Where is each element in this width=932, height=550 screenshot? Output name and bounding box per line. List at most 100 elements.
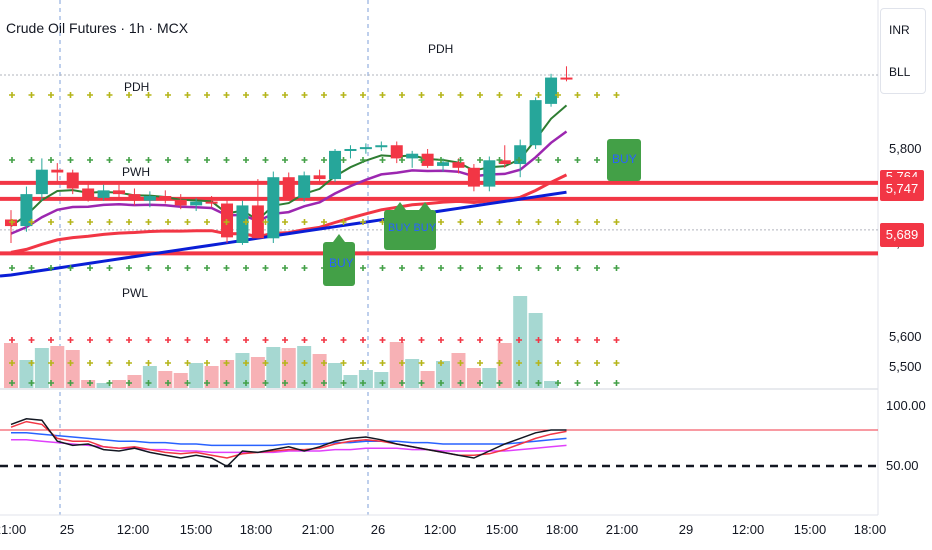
cross-6-6 <box>126 380 132 386</box>
cross-0-2 <box>48 92 54 98</box>
cross-0-24 <box>477 92 483 98</box>
price-tag-level-1: 5,747 <box>880 177 924 201</box>
cross-0-25 <box>496 92 503 98</box>
cross-5-21 <box>418 360 425 366</box>
candle-8 <box>128 188 141 206</box>
volume-bar-31 <box>482 368 497 388</box>
candle-body-26 <box>406 153 419 159</box>
cross-5-26 <box>516 360 522 366</box>
cross-2-13 <box>262 219 269 225</box>
cross-5-5 <box>106 360 113 366</box>
cross-2-26 <box>516 219 522 225</box>
cross-4-25 <box>496 337 503 343</box>
cross-3-12 <box>243 265 249 271</box>
candle-23 <box>359 143 372 154</box>
candle-body-4 <box>66 172 79 189</box>
signal-buy-1-arrow <box>333 234 345 242</box>
volume-bar-34 <box>528 313 543 388</box>
cross-3-24 <box>477 265 483 271</box>
cross-5-9 <box>184 360 191 366</box>
candle-body-17 <box>267 177 280 239</box>
time-tick-5: 21:00 <box>302 522 335 537</box>
cross-6-11 <box>223 380 230 386</box>
cross-0-12 <box>243 92 249 98</box>
volume-bar-27 <box>420 371 435 388</box>
cross-6-23 <box>457 380 464 386</box>
cross-1-14 <box>282 157 288 163</box>
cross-2-8 <box>165 219 171 225</box>
cross-0-31 <box>613 92 620 98</box>
candle-body-9 <box>143 196 156 201</box>
volume-bar-9 <box>142 366 157 388</box>
unit-button[interactable]: BLL <box>889 65 911 79</box>
volume-bar-28 <box>436 361 451 388</box>
chart-title: Crude Oil Futures · 1h · MCX <box>6 20 189 36</box>
cross-4-11 <box>223 337 230 343</box>
candle-body-10 <box>159 196 172 200</box>
cross-5-29 <box>574 360 581 366</box>
currency-button[interactable]: INR <box>889 23 910 37</box>
cross-5-1 <box>28 360 35 366</box>
cross-2-10 <box>204 219 210 225</box>
cross-6-9 <box>184 380 191 386</box>
volume-bar-4 <box>65 350 80 388</box>
cross-0-11 <box>223 92 230 98</box>
cross-0-18 <box>360 92 366 98</box>
candle-18 <box>282 172 295 201</box>
cross-6-31 <box>613 380 620 386</box>
axes: 5,8005,7005,6005,500100.0050.0021:002512… <box>0 141 926 537</box>
oscillator-pane <box>0 418 878 468</box>
candle-4 <box>66 169 79 195</box>
cross-4-3 <box>67 337 74 343</box>
cross-3-21 <box>418 265 425 271</box>
candles <box>5 66 573 245</box>
candle-25 <box>390 141 403 164</box>
cross-2-14 <box>282 219 288 225</box>
candle-30 <box>467 164 480 192</box>
cross-0-23 <box>457 92 464 98</box>
cross-3-26 <box>516 265 522 271</box>
candle-34 <box>529 97 542 149</box>
cross-2-28 <box>555 219 561 225</box>
cross-2-1 <box>28 219 35 225</box>
cross-2-22 <box>438 219 444 225</box>
price-tag-level-2: 5,689 <box>880 223 924 247</box>
cross-3-5 <box>106 265 113 271</box>
cross-3-9 <box>184 265 191 271</box>
cross-3-1 <box>28 265 35 271</box>
time-tick-10: 21:00 <box>606 522 639 537</box>
cross-1-17 <box>340 157 347 163</box>
cross-4-17 <box>340 337 347 343</box>
cross-4-13 <box>262 337 269 343</box>
candle-body-35 <box>545 77 558 104</box>
cross-2-6 <box>126 219 132 225</box>
candle-13 <box>205 196 218 208</box>
cross-4-4 <box>87 337 93 343</box>
cross-1-22 <box>438 157 444 163</box>
candle-body-19 <box>298 175 311 198</box>
candle-body-20 <box>313 175 326 180</box>
cross-6-4 <box>87 380 93 386</box>
candle-15 <box>236 200 249 245</box>
cross-0-0 <box>9 92 15 98</box>
osc-red-line <box>10 420 567 459</box>
volume-bar-11 <box>173 373 188 388</box>
candle-31 <box>483 156 496 192</box>
cross-0-26 <box>516 92 522 98</box>
cross-6-21 <box>418 380 425 386</box>
candle-body-8 <box>128 194 141 201</box>
cross-4-10 <box>204 337 210 343</box>
volume-bar-32 <box>497 343 512 388</box>
cross-1-23 <box>457 157 464 163</box>
candle-22 <box>344 145 357 159</box>
cross-3-27 <box>535 265 542 271</box>
cross-2-25 <box>496 219 503 225</box>
cross-0-16 <box>321 92 327 98</box>
cross-3-15 <box>301 265 308 271</box>
cross-4-5 <box>106 337 113 343</box>
cross-3-10 <box>204 265 210 271</box>
cross-0-5 <box>106 92 113 98</box>
cross-2-5 <box>106 219 113 225</box>
cross-3-28 <box>555 265 561 271</box>
